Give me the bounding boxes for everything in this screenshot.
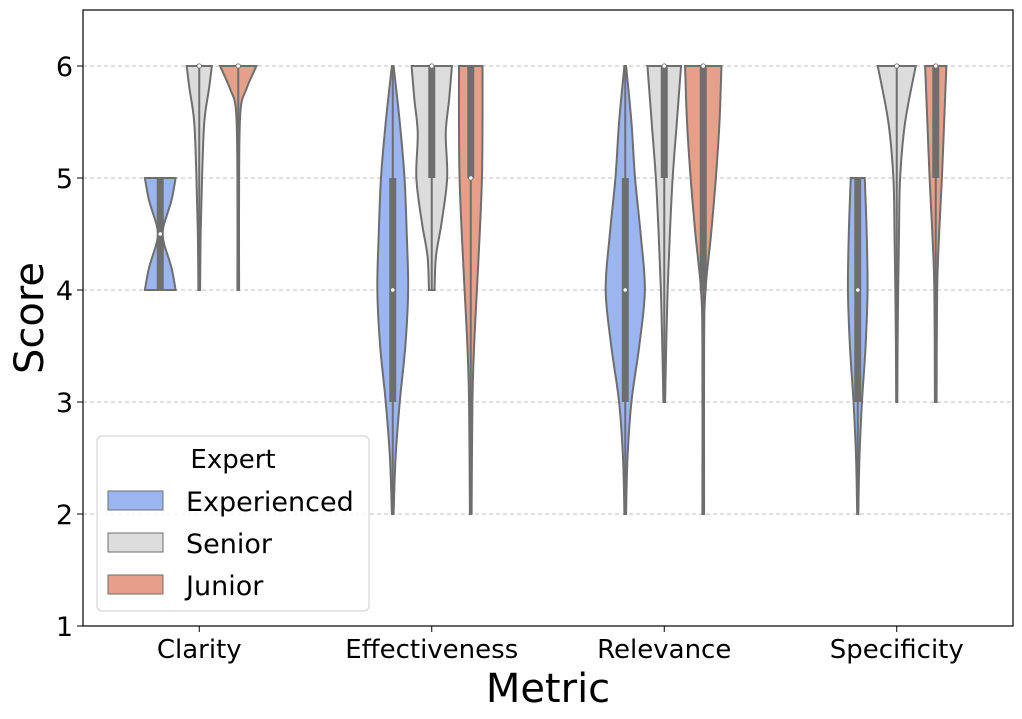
- violin-senior-relevance: [646, 63, 683, 403]
- y-axis: 1 2 3 4 5 6: [56, 52, 83, 643]
- plot-frame: [82, 9, 1014, 627]
- y-tick-label: 2: [56, 500, 73, 531]
- violin-median: [700, 63, 706, 69]
- violin-median: [429, 63, 435, 69]
- legend-box: [96, 435, 370, 612]
- violin-experienced-specificity: [846, 177, 869, 515]
- violin-median: [196, 63, 202, 69]
- y-tick-label: 1: [56, 612, 73, 643]
- violin-median: [661, 63, 667, 69]
- violin-senior-effectiveness: [410, 63, 453, 291]
- violin-median: [894, 63, 900, 69]
- legend-label: Experienced: [186, 487, 354, 518]
- legend-label: Senior: [186, 529, 273, 560]
- violin-median: [235, 63, 241, 69]
- violins: [143, 63, 948, 515]
- legend-label: Junior: [184, 571, 264, 602]
- violin-experienced-clarity: [143, 177, 177, 291]
- x-tick-label: Specificity: [830, 635, 964, 665]
- violin-median: [933, 63, 939, 69]
- violin-median: [855, 287, 861, 293]
- violin-iqr-box: [660, 66, 668, 178]
- violin-senior-specificity: [876, 63, 917, 403]
- violin-junior-specificity: [924, 63, 948, 403]
- y-tick-label: 3: [56, 388, 73, 419]
- y-tick-label: 5: [56, 164, 73, 195]
- violin-experienced-relevance: [604, 65, 646, 515]
- y-tick-label: 4: [56, 276, 73, 307]
- violin-median: [622, 287, 628, 293]
- violin-junior-effectiveness: [457, 65, 484, 515]
- violin-senior-clarity: [185, 63, 213, 291]
- y-axis-title: Score: [7, 262, 53, 374]
- x-axis: Clarity Effectiveness Relevance Specificity: [157, 626, 964, 665]
- violin-junior-relevance: [684, 63, 723, 515]
- legend: Expert Experienced Senior Junior: [96, 435, 370, 612]
- legend-swatch-senior: [107, 532, 164, 553]
- violin-median: [157, 231, 163, 237]
- legend-swatch-junior: [107, 574, 164, 595]
- x-axis-title: Metric: [486, 666, 610, 712]
- violin-iqr-box: [699, 66, 707, 290]
- legend-title: Expert: [190, 445, 275, 475]
- violin-junior-clarity: [218, 63, 258, 291]
- violin-iqr-box: [428, 66, 436, 178]
- legend-swatch-experienced: [107, 490, 164, 511]
- x-tick-label: Effectiveness: [345, 635, 518, 665]
- violin-experienced-effectiveness: [376, 65, 410, 515]
- violin-iqr-box: [467, 66, 475, 178]
- violin-median: [390, 287, 396, 293]
- x-tick-label: Clarity: [157, 635, 242, 665]
- violin-median: [468, 175, 474, 181]
- y-tick-label: 6: [56, 52, 73, 83]
- x-tick-label: Relevance: [597, 635, 731, 665]
- violin-iqr-box: [932, 66, 940, 178]
